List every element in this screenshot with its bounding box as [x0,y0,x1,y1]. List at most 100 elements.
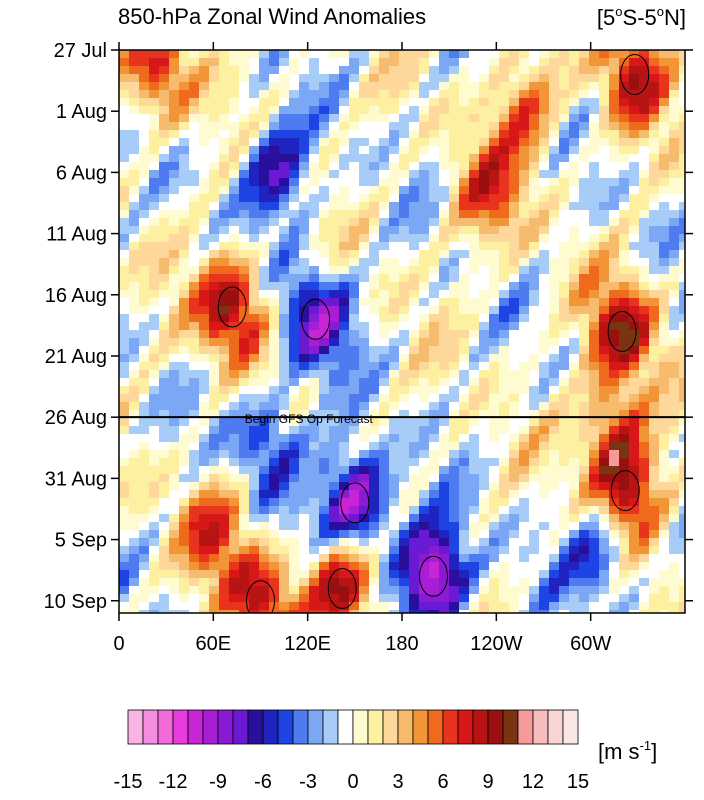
field-cell [379,154,390,163]
field-cell [269,434,280,443]
field-cell [339,90,350,99]
field-cell [129,50,140,59]
field-cell [169,562,180,571]
field-cell [379,570,390,579]
field-cell [199,394,210,403]
field-cell [419,602,430,611]
field-cell [119,194,130,203]
field-cell [509,602,520,611]
field-cell [609,434,620,443]
field-cell [549,570,560,579]
field-cell [409,250,420,259]
field-cell [539,442,550,451]
field-cell [469,306,480,315]
field-cell [259,354,270,363]
field-cell [409,186,420,195]
field-cell [199,386,210,395]
field-cell [669,386,680,395]
field-cell [419,418,430,427]
field-cell [219,274,230,283]
field-cell [259,146,270,155]
field-cell [189,506,200,515]
field-cell [489,378,500,387]
field-cell [409,338,420,347]
field-cell [259,234,270,243]
field-cell [649,162,660,171]
field-cell [519,154,530,163]
field-cell [489,498,500,507]
field-cell [349,474,360,483]
field-cell [629,178,640,187]
field-cell [269,218,280,227]
field-cell [349,98,360,107]
field-cell [379,554,390,563]
field-cell [599,610,610,613]
field-cell [319,154,330,163]
field-cell [419,346,430,355]
field-cell [269,346,280,355]
field-cell [259,322,270,331]
field-cell [229,122,240,131]
field-cell [489,586,500,595]
field-cell [139,418,150,427]
field-cell [369,290,380,299]
field-cell [579,362,590,371]
field-cell [559,58,570,67]
field-cell [309,426,320,435]
field-cell [639,546,650,555]
field-cell [439,242,450,251]
field-cell [289,138,300,147]
field-cell [589,418,600,427]
field-cell [209,218,220,227]
field-cell [609,298,620,307]
field-cell [579,554,590,563]
field-cell [499,426,510,435]
field-cell [599,106,610,115]
field-cell [129,90,140,99]
field-cell [679,546,685,555]
field-cell [369,586,380,595]
field-cell [419,562,430,571]
field-cell [259,554,270,563]
field-cell [169,50,180,59]
field-cell [549,74,560,83]
field-cell [539,218,550,227]
y-tick-label: 10 Sep [44,591,107,613]
field-cell [129,514,140,523]
field-cell [509,266,520,275]
field-cell [159,82,170,91]
field-cell [549,338,560,347]
field-cell [369,426,380,435]
field-cell [279,378,290,387]
field-cell [339,554,350,563]
field-cell [619,490,630,499]
field-cell [399,122,410,131]
field-cell [259,250,270,259]
field-cell [499,82,510,91]
field-cell [439,82,450,91]
field-cell [149,170,160,179]
field-cell [259,370,270,379]
field-cell [339,338,350,347]
field-cell [579,538,590,547]
field-cell [509,402,520,411]
field-cell [239,594,250,603]
field-cell [319,210,330,219]
field-cell [199,154,210,163]
field-cell [389,210,400,219]
field-cell [669,290,680,299]
field-cell [409,498,420,507]
field-cell [489,602,500,611]
field-cell [249,514,260,523]
field-cell [349,242,360,251]
field-cell [399,530,410,539]
field-cell [209,482,220,491]
field-cell [199,58,210,67]
y-tick-label: 11 Aug [46,224,107,246]
field-cell [649,578,660,587]
field-cell [639,354,650,363]
field-cell [239,482,250,491]
field-cell [439,162,450,171]
field-cell [219,586,230,595]
field-cell [639,298,650,307]
